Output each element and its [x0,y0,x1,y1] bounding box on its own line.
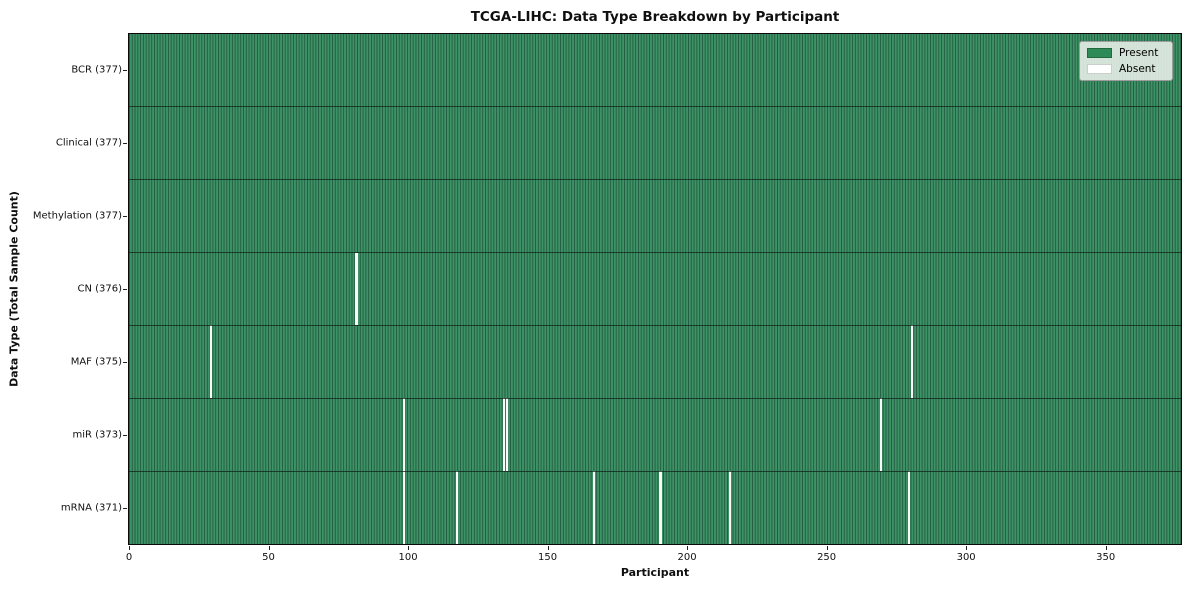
y-tick-label: Methylation (377) [32,210,122,222]
y-tick-mark [123,434,127,436]
x-axis-label: Participant [620,566,690,579]
x-tick-label: 0 [125,552,133,563]
y-tick-label: Clinical (377) [55,137,122,149]
row-divider [129,397,1181,399]
x-tick-mark [826,546,828,550]
heatmap-plot-area [128,33,1182,545]
row-divider [129,106,1181,108]
row-divider [129,470,1181,472]
y-tick-label: CN (376) [77,283,122,295]
absent-gap-miR-98 [402,398,405,472]
x-tick-mark [1105,546,1107,550]
heatmap-row-Methylation [129,179,1181,253]
y-tick-mark [123,216,127,218]
row-divider [129,324,1181,326]
x-tick-label: 50 [262,552,275,563]
y-tick-label: mRNA (371) [60,502,122,514]
chart-title: TCGA-LIHC: Data Type Breakdown by Partic… [470,9,840,25]
heatmap-row-Clinical [129,106,1181,180]
legend-entry-absent: Absent [1087,62,1164,75]
y-tick-label: MAF (375) [70,356,122,368]
heatmap-row-CN [129,252,1181,326]
absent-gap-mRNA-279 [907,471,911,544]
y-tick-mark [123,289,127,290]
legend: Present Absent [1079,41,1173,81]
heatmap-row-mRNA [129,471,1181,544]
y-tick-mark [123,143,127,145]
absent-gap-mRNA-117 [455,471,458,544]
x-tick-mark [547,546,549,550]
absent-gap-miR-269 [879,398,883,472]
x-tick-mark [966,546,968,550]
absent-gap-mRNA-98 [402,471,405,544]
absent-gap-mRNA-166 [592,471,595,544]
x-tick-label: 100 [398,552,418,563]
absent-gap-MAF-29 [210,325,213,399]
row-divider [129,179,1181,181]
x-tick-label: 250 [817,552,837,563]
absent-gap-mRNA-215 [729,471,732,544]
absent-gap-miR-134 [503,398,506,472]
legend-swatch-present [1087,48,1112,59]
x-tick-label: 150 [538,552,558,563]
x-tick-mark [129,546,130,550]
y-tick-label: BCR (377) [71,64,122,76]
x-tick-label: 200 [677,552,697,563]
y-tick-mark [123,70,127,72]
heatmap-row-miR [129,398,1181,472]
y-tick-mark [123,507,127,509]
x-tick-label: 350 [1096,552,1116,563]
legend-label-absent: Absent [1119,62,1156,75]
heatmap-row-MAF [129,325,1181,399]
absent-gap-CN-81 [355,252,358,326]
absent-gap-miR-135 [506,398,509,472]
legend-label-present: Present [1119,47,1159,59]
x-tick-mark [268,546,270,550]
absent-gap-MAF-280 [910,325,913,399]
x-tick-mark [408,546,410,550]
y-tick-mark [123,361,127,363]
x-tick-mark [687,546,689,550]
absent-gap-mRNA-190 [659,471,662,544]
row-divider [129,252,1181,254]
heatmap-row-BCR [129,34,1181,107]
legend-swatch-absent [1087,63,1112,74]
x-tick-label: 300 [956,552,976,563]
y-tick-label: miR (373) [72,429,122,441]
legend-entry-present: Present [1087,48,1164,59]
